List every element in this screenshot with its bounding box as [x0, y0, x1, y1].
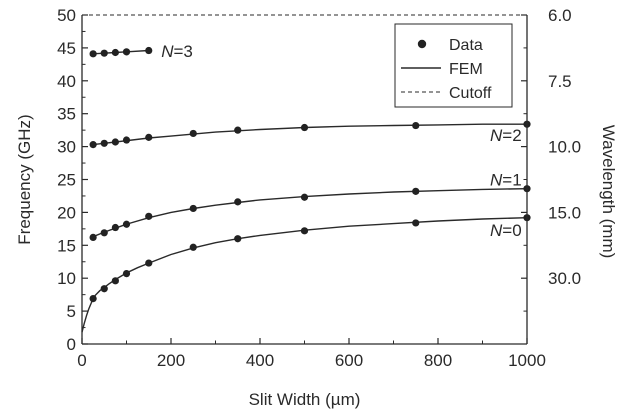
- data-point: [189, 204, 197, 213]
- series-label-letter: N: [490, 171, 503, 190]
- data-point: [145, 212, 153, 220]
- series-label-0: N=0: [490, 221, 522, 240]
- y-tick-label: 10: [57, 269, 76, 288]
- data-point: [145, 46, 153, 55]
- y-tick-label: 0: [67, 335, 76, 354]
- data-point: [89, 141, 97, 149]
- x-tick-label: 400: [246, 351, 274, 370]
- y-tick-label: 40: [57, 72, 76, 91]
- data-point: [122, 136, 131, 144]
- data-point: [234, 235, 242, 243]
- y2-tick-label: 6.0: [548, 6, 572, 25]
- legend-marker: [417, 39, 427, 49]
- y2-axis-title: Wavelength (mm): [599, 125, 618, 259]
- y2-tick-label: 30.0: [548, 269, 581, 288]
- data-point: [111, 223, 119, 232]
- data-point: [412, 219, 420, 227]
- data-point: [111, 277, 119, 285]
- y2-tick-label: 10.0: [548, 138, 581, 157]
- data-point: [145, 133, 153, 141]
- data-point: [100, 285, 108, 293]
- data-point: [234, 198, 242, 206]
- data-point: [145, 259, 153, 267]
- y-tick-label: 45: [57, 39, 76, 58]
- y-tick-label: 30: [57, 138, 76, 157]
- y-tick-label: 35: [57, 105, 76, 124]
- x-tick-label: 600: [335, 351, 363, 370]
- data-point: [89, 50, 97, 58]
- fem-curve-2: [93, 123, 527, 146]
- legend-box: [394, 23, 513, 108]
- series-label-value: =3: [173, 42, 192, 61]
- y-tick-label: 25: [57, 171, 76, 190]
- x-tick-label: 1000: [508, 351, 546, 370]
- series-label-letter: N: [490, 221, 503, 240]
- series-labels: N=0N=1N=2N=3: [161, 42, 521, 240]
- data-point: [189, 243, 197, 251]
- data-point: [111, 48, 119, 57]
- data-point: [100, 49, 108, 57]
- data-point: [100, 139, 108, 147]
- data-point: [412, 121, 420, 130]
- data-point: [234, 126, 242, 134]
- series-label-letter: N: [490, 126, 503, 145]
- axes: 0 200 400 600 800 1000 0 5 10 15 20 25 30 35 40 45 50 6.0…: [15, 6, 618, 409]
- y2-tick-label: 7.5: [548, 72, 572, 91]
- series-label-letter: N: [161, 42, 174, 61]
- series-label-value: =1: [502, 171, 521, 190]
- series-label-value: =2: [502, 126, 521, 145]
- x-tick-label: 0: [77, 351, 86, 370]
- fem-curve-0: [81, 217, 528, 333]
- data-point: [189, 129, 197, 138]
- y2-tick-label: 15.0: [548, 203, 581, 222]
- y-tick-label: 5: [67, 302, 76, 321]
- data-point: [122, 48, 131, 56]
- data-point: [300, 227, 309, 235]
- data-point: [100, 229, 108, 237]
- x-tick-label: 800: [424, 351, 452, 370]
- data-points: [89, 46, 531, 303]
- series-label-1: N=1: [490, 171, 522, 190]
- y-axis-title: Frequency (GHz): [15, 114, 34, 244]
- x-axis-title: Slit Width (µm): [249, 390, 361, 409]
- data-point: [89, 294, 97, 303]
- series-label-value: =0: [502, 221, 521, 240]
- data-point: [89, 233, 97, 242]
- data-point: [300, 123, 309, 132]
- legend-label: Cutoff: [449, 85, 492, 102]
- legend-label: Data: [449, 37, 483, 54]
- series-label-3: N=3: [161, 42, 193, 61]
- data-point: [300, 193, 309, 201]
- series-label-2: N=2: [490, 126, 522, 145]
- y-tick-label: 15: [57, 236, 76, 255]
- x-tick-label: 200: [157, 351, 185, 370]
- legend: Data FEM Cutoff: [394, 23, 513, 108]
- data-point: [412, 187, 420, 195]
- y-tick-label: 20: [57, 203, 76, 222]
- data-point: [122, 220, 131, 228]
- data-point: [122, 269, 131, 278]
- data-point: [111, 138, 119, 146]
- y-tick-label: 50: [57, 6, 76, 25]
- legend-label: FEM: [449, 61, 483, 78]
